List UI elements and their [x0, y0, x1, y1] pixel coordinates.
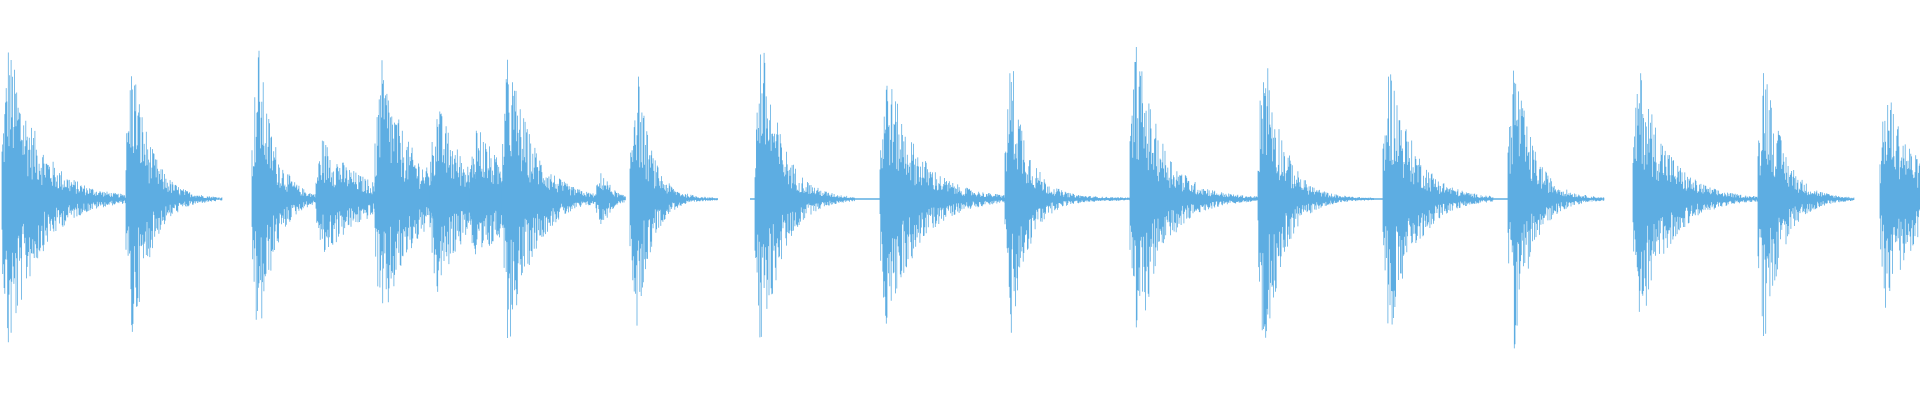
waveform-burst	[501, 59, 613, 338]
waveform-burst	[251, 50, 324, 320]
waveform-burst	[1507, 70, 1605, 349]
waveform-burst	[1382, 74, 1494, 325]
waveform-burst	[1632, 73, 1759, 312]
waveform-burst	[754, 52, 855, 338]
waveform-burst	[1757, 73, 1855, 336]
waveform-burst	[125, 76, 223, 332]
waveform-burst	[629, 76, 718, 326]
waveform-burst	[595, 173, 626, 224]
waveform-burst	[1879, 102, 1920, 308]
waveform-burst	[1257, 68, 1374, 338]
